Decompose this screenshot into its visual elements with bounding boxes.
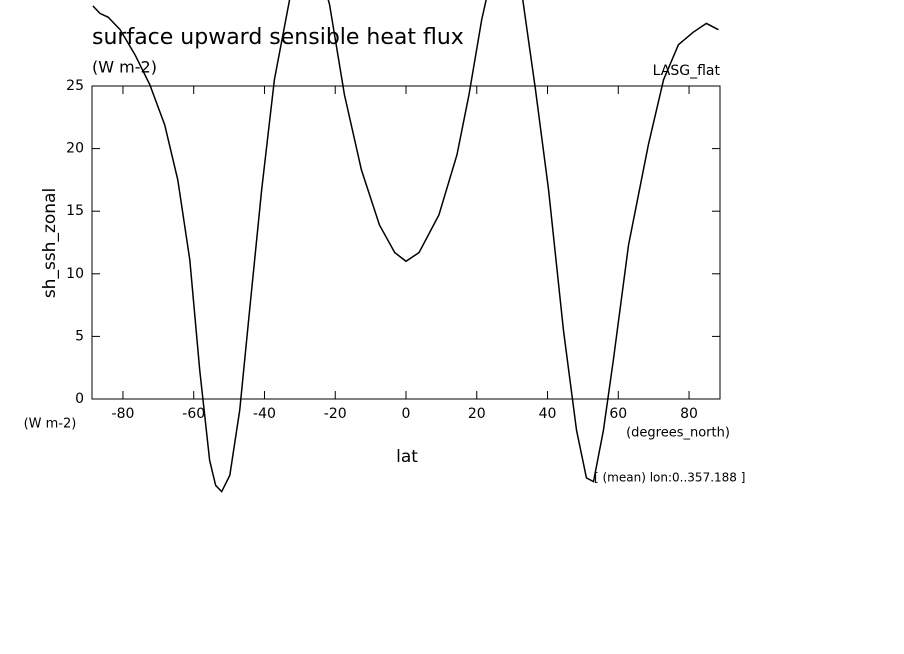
y-tick-label: 15 xyxy=(66,203,84,219)
x-tick-label: -80 xyxy=(112,406,135,422)
y-tick-label: 20 xyxy=(66,141,84,157)
x-tick-label: 60 xyxy=(609,406,627,422)
y-axis-label: sh_ssh_zonal xyxy=(40,188,60,298)
chart-title: surface upward sensible heat flux xyxy=(92,25,464,50)
x-tick-label: 40 xyxy=(539,406,557,422)
source-label: LASG_flat xyxy=(653,63,721,79)
y-tick-label: 10 xyxy=(66,266,84,282)
y-tick-label: 5 xyxy=(75,328,84,344)
x-tick-label: -60 xyxy=(182,406,205,422)
chart-subtitle: (W m-2) xyxy=(92,58,157,77)
x-axis-units: (degrees_north) xyxy=(626,426,730,441)
x-tick-label: -20 xyxy=(324,406,347,422)
x-tick-label: 20 xyxy=(468,406,486,422)
data-line xyxy=(92,0,719,493)
x-tick-label: 80 xyxy=(680,406,698,422)
y-axis-units: (W m-2) xyxy=(24,417,77,432)
y-tick-label: 0 xyxy=(75,391,84,407)
y-tick-label: 25 xyxy=(66,78,84,94)
annotation: [ (mean) lon:0..357.188 ] xyxy=(594,471,745,485)
x-tick-label: 0 xyxy=(402,406,411,422)
x-axis-label: lat xyxy=(396,447,418,467)
x-tick-label: -40 xyxy=(253,406,276,422)
